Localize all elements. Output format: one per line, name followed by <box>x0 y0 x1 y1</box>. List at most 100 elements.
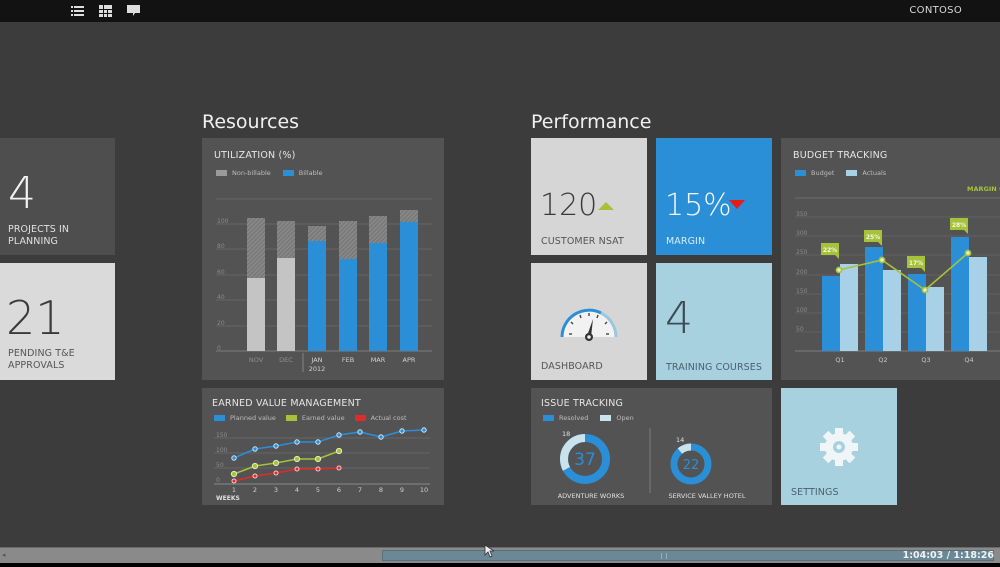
svg-text:Q3: Q3 <box>921 356 930 364</box>
svg-text:50: 50 <box>216 462 224 469</box>
svg-text:250: 250 <box>796 249 808 256</box>
issues-title: ISSUE TRACKING <box>541 398 624 409</box>
trend-up-icon <box>598 202 614 210</box>
svg-text:Q1: Q1 <box>835 356 844 364</box>
svg-text:FEB: FEB <box>342 356 354 364</box>
svg-text:2: 2 <box>253 486 257 494</box>
svg-text:20: 20 <box>217 320 225 327</box>
top-bar: CONTOSO <box>0 0 1000 22</box>
gear-icon <box>820 428 858 466</box>
margin-label: MARGIN <box>666 236 706 247</box>
service-valley-resolved: 22 <box>683 458 700 473</box>
resources-heading: Resources <box>202 111 300 133</box>
issue-tracking-card[interactable]: ISSUE TRACKING Resolved Open 37 18 ADVEN… <box>531 388 772 505</box>
legend-swatch-earned <box>285 415 297 421</box>
legend-label-budget: Budget <box>811 169 835 177</box>
legend-label-earned: Earned value <box>301 414 345 422</box>
svg-text:Q4: Q4 <box>964 356 973 364</box>
dashboard-tile[interactable]: DASHBOARD <box>531 263 647 380</box>
legend-swatch-billable <box>282 170 294 176</box>
legend-label-actual: Actual cost <box>370 414 407 422</box>
svg-text:100: 100 <box>216 447 228 454</box>
svg-text:350: 350 <box>796 211 808 218</box>
svg-text:5: 5 <box>316 486 320 494</box>
svg-text:DEC: DEC <box>279 356 293 364</box>
budget-tracking-card[interactable]: BUDGET TRACKING Budget Actuals MARGIN ( … <box>781 138 1000 380</box>
adventure-works-label: ADVENTURE WORKS <box>558 492 625 500</box>
gauge-icon <box>560 308 618 341</box>
bottom-strip <box>0 563 1000 567</box>
evm-legend: Planned value Earned value Actual cost <box>214 414 407 422</box>
svg-text:25%: 25% <box>866 234 880 241</box>
legend-label-open: Open <box>616 414 634 422</box>
svg-text:300: 300 <box>796 230 808 237</box>
svg-text:2012: 2012 <box>309 365 326 373</box>
projects-label-2: PLANNING <box>8 236 59 247</box>
legend-swatch-open <box>600 415 612 421</box>
settings-label: SETTINGS <box>791 487 839 498</box>
customer-nsat-tile[interactable]: 120 CUSTOMER NSAT <box>531 138 647 255</box>
utilization-chart: 0 20 40 60 80 100 NOV DEC JAN 2012 FEB M… <box>216 198 432 373</box>
utilization-card[interactable]: UTILIZATION (%) Non-billable Billable 0 … <box>202 138 444 380</box>
svg-text:MAR: MAR <box>371 356 386 364</box>
nsat-label: CUSTOMER NSAT <box>541 236 624 247</box>
svg-text:WEEKS: WEEKS <box>216 495 240 502</box>
projects-in-planning-tile[interactable]: 4 PROJECTS IN PLANNING <box>0 138 115 255</box>
svg-text:10: 10 <box>420 486 428 494</box>
svg-text:0: 0 <box>216 477 220 484</box>
brand-name: CONTOSO <box>909 5 962 16</box>
budget-chart: MARGIN ( 50 100 150 200 250 300 350 <box>795 185 1000 364</box>
svg-text:7: 7 <box>358 486 362 494</box>
projects-count: 4 <box>8 168 36 219</box>
grid-icon[interactable] <box>99 5 112 17</box>
scroll-left-arrow-icon[interactable]: ◂ <box>2 551 6 559</box>
settings-tile[interactable]: SETTINGS <box>781 388 897 505</box>
issues-legend: Resolved Open <box>543 414 634 422</box>
approvals-label-2: APPROVALS <box>8 360 65 371</box>
svg-text:50: 50 <box>796 326 804 333</box>
comment-icon[interactable] <box>127 5 140 17</box>
performance-heading: Performance <box>531 111 652 133</box>
pending-approvals-tile[interactable]: 21 PENDING T&E APPROVALS <box>0 263 115 380</box>
svg-text:8: 8 <box>379 486 383 494</box>
adventure-works-resolved: 37 <box>574 450 596 470</box>
evm-title: EARNED VALUE MANAGEMENT <box>212 398 361 409</box>
training-courses-tile[interactable]: 4 TRAINING COURSES <box>656 263 772 380</box>
svg-text:APR: APR <box>403 356 416 364</box>
scrollbar-thumb[interactable] <box>382 550 994 561</box>
service-valley-open: 14 <box>676 436 684 444</box>
utilization-title: UTILIZATION (%) <box>214 150 296 161</box>
playback-time: 1:04:03 / 1:18:26 <box>902 550 994 561</box>
svg-text:3: 3 <box>274 486 278 494</box>
svg-text:1: 1 <box>232 486 236 494</box>
legend-label-actuals: Actuals <box>862 169 887 177</box>
utilization-legend: Non-billable Billable <box>216 169 323 177</box>
horizontal-scrollbar[interactable]: ◂ 1:04:03 / 1:18:26 <box>0 547 1000 563</box>
earned-value-card[interactable]: EARNED VALUE MANAGEMENT Planned value Ea… <box>202 388 444 505</box>
legend-swatch-actual <box>354 415 366 421</box>
svg-text:60: 60 <box>217 269 225 276</box>
svg-text:80: 80 <box>217 243 225 250</box>
list-icon[interactable] <box>71 5 84 17</box>
svg-text:Q2: Q2 <box>878 356 887 364</box>
approvals-count: 21 <box>6 291 65 345</box>
legend-label-billable: Billable <box>298 169 323 177</box>
issues-chart: 37 18 ADVENTURE WORKS 22 14 SERVICE VALL… <box>558 428 746 500</box>
nsat-value: 120 <box>540 188 598 223</box>
evm-chart: 0 50 100 150 1 2 3 4 5 6 7 8 9 10 <box>214 427 430 502</box>
legend-swatch-resolved <box>543 415 554 421</box>
trend-down-icon <box>729 200 745 209</box>
margin-value: 15% <box>665 188 732 223</box>
budget-legend: Budget Actuals <box>795 169 886 177</box>
legend-swatch-actuals <box>846 170 858 176</box>
svg-text:100: 100 <box>796 307 808 314</box>
legend-label-planned: Planned value <box>230 414 276 422</box>
budget-title: BUDGET TRACKING <box>793 150 888 161</box>
svg-text:40: 40 <box>217 294 225 301</box>
grip-icon <box>661 553 667 559</box>
svg-text:NOV: NOV <box>249 356 264 364</box>
svg-text:JAN: JAN <box>310 356 322 364</box>
legend-swatch-planned <box>214 415 225 421</box>
svg-text:28%: 28% <box>952 222 966 229</box>
margin-tile[interactable]: 15% MARGIN <box>656 138 772 255</box>
